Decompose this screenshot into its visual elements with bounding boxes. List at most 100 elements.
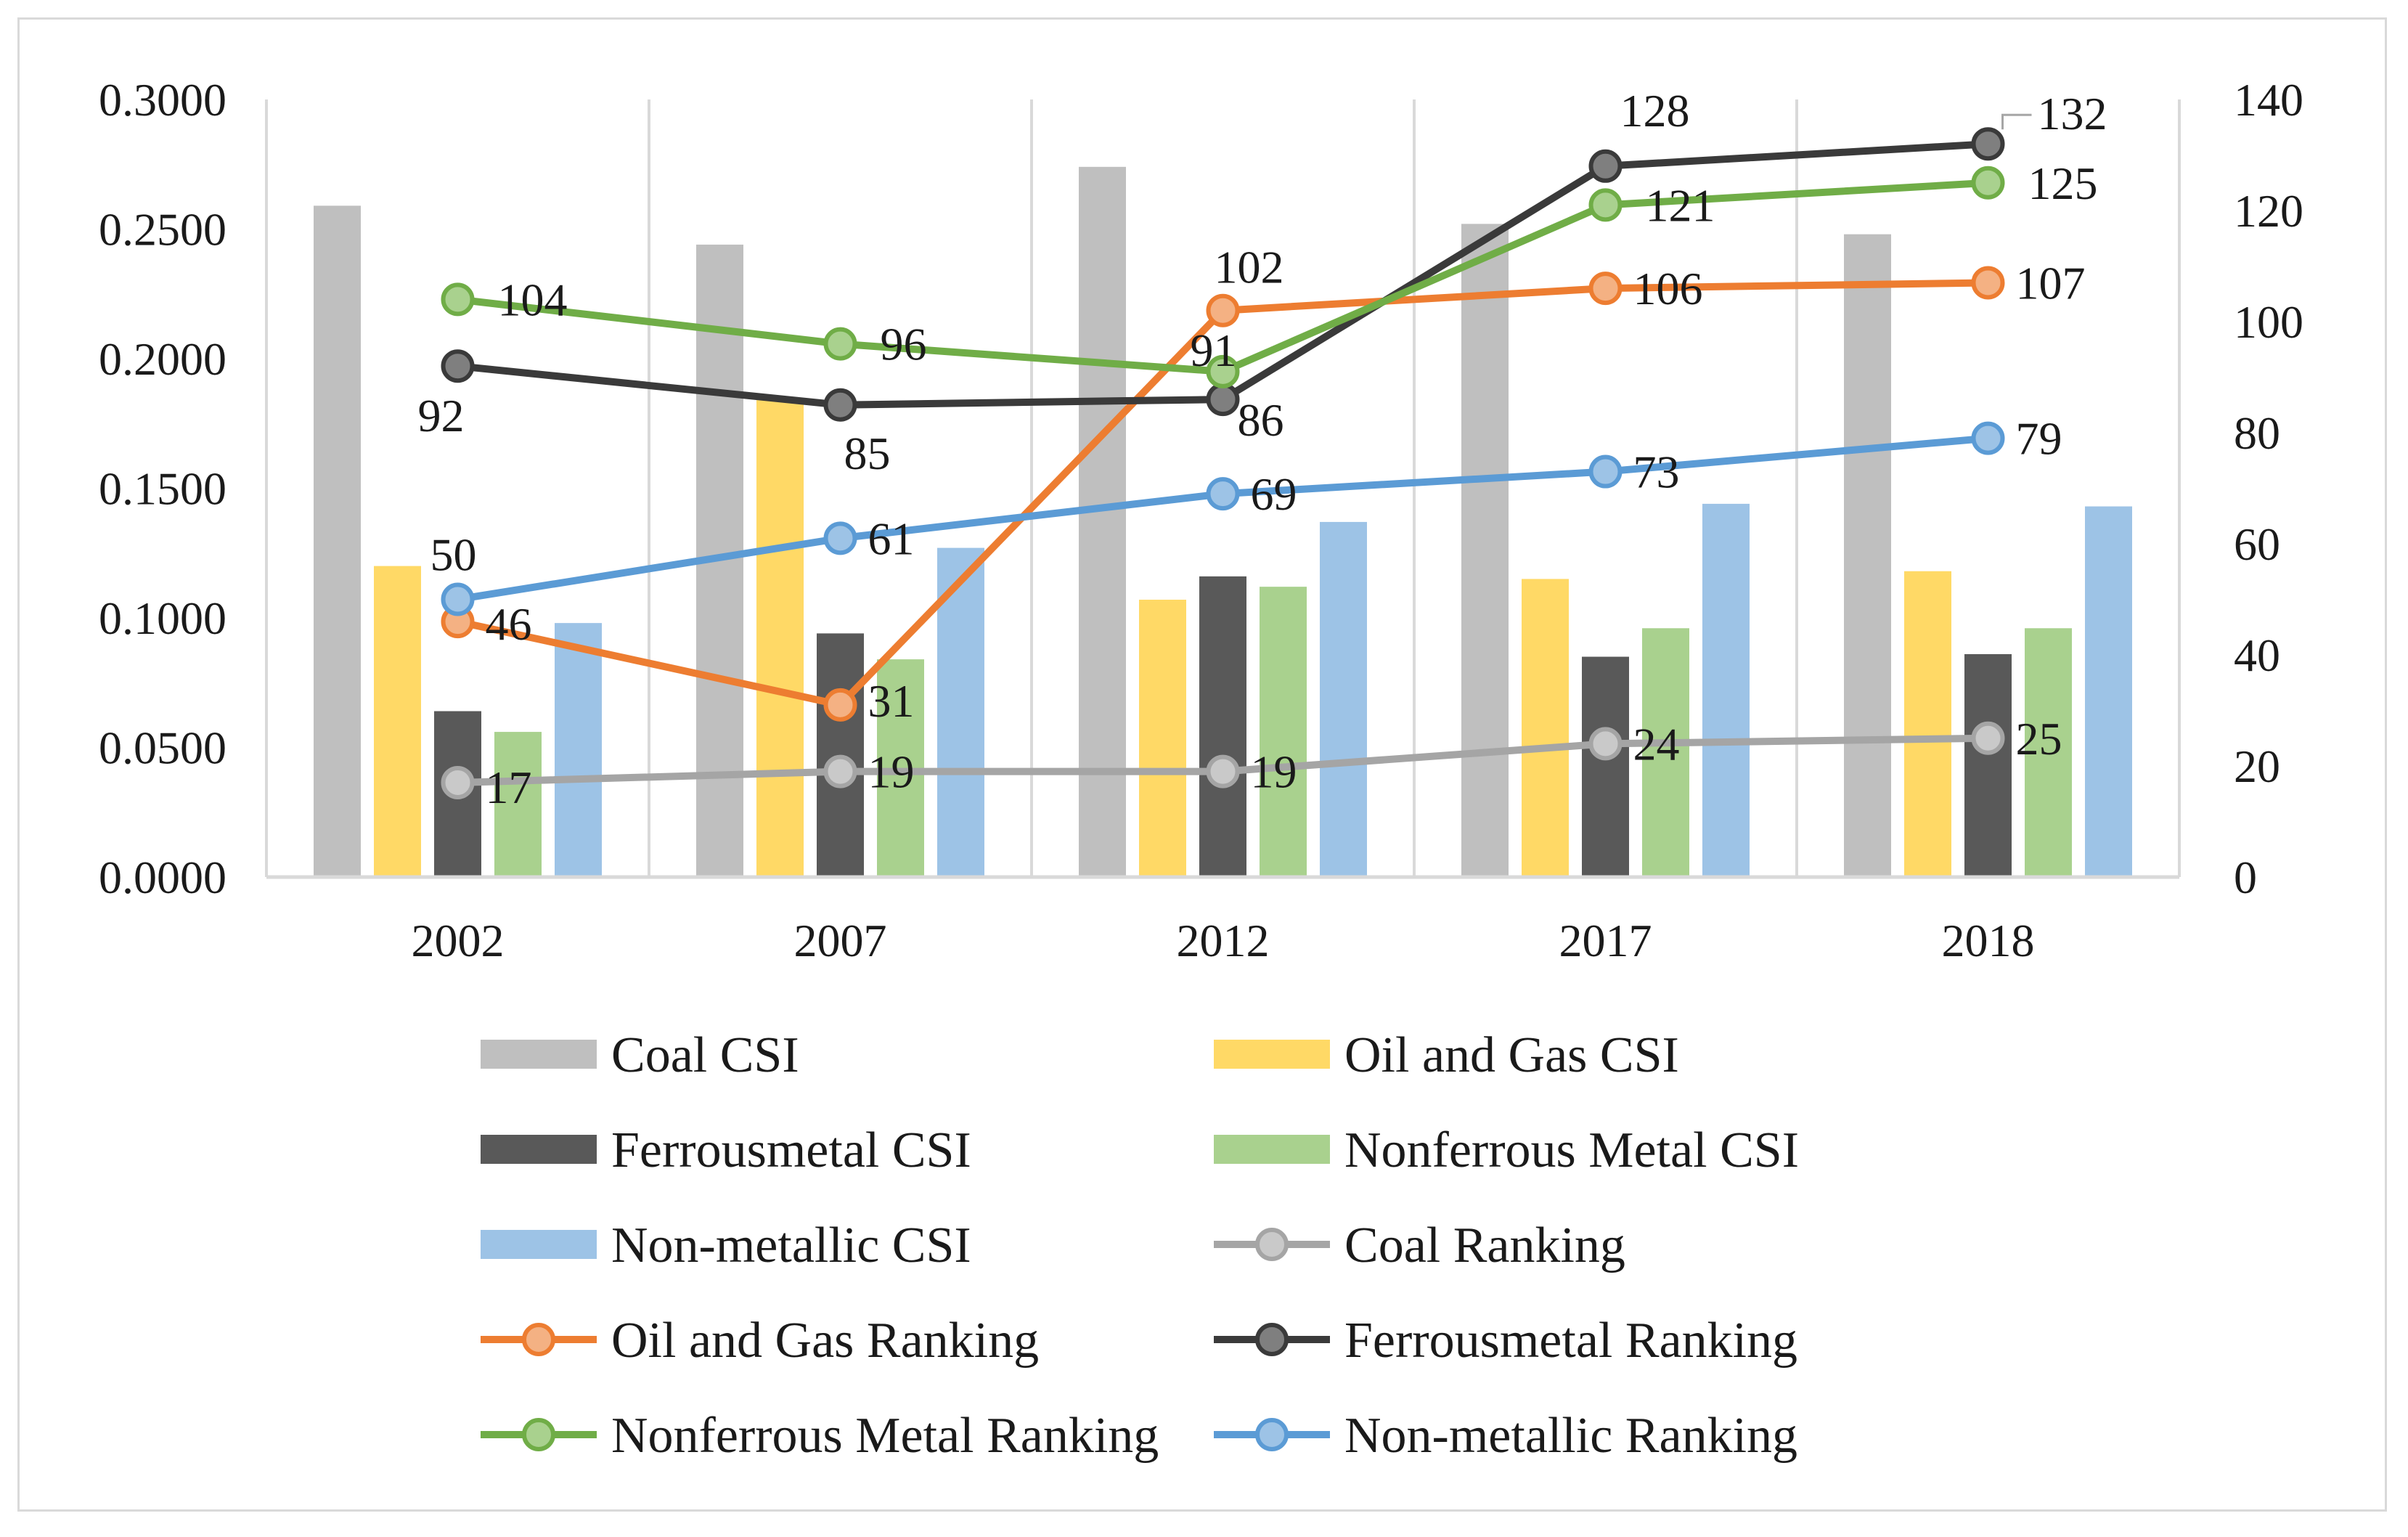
line-marker: [1588, 272, 1623, 306]
legend-label: Nonferrous Metal Ranking: [611, 1408, 1159, 1464]
data-label: 128: [1620, 85, 1690, 136]
legend-swatch: [481, 1040, 597, 1069]
bar: [1260, 587, 1307, 877]
legend-item: Coal CSI: [481, 1027, 799, 1083]
left-axis-tick-label: 0.3000: [99, 74, 226, 126]
line-marker: [823, 327, 857, 361]
data-label: 92: [418, 390, 465, 441]
legend-swatch: [1214, 1135, 1330, 1164]
line-marker: [1971, 421, 2005, 455]
bar: [1844, 234, 1891, 877]
legend-label: Ferrousmetal Ranking: [1344, 1313, 1797, 1369]
bar: [374, 566, 421, 877]
line-marker: [1206, 383, 1240, 417]
legend-label: Coal CSI: [611, 1027, 799, 1083]
legend-item: Non-metallic Ranking: [1214, 1408, 1797, 1464]
chart-frame: 17 19 19 24 25 46 31 102 106 107 92 85 86 128 132 104 96…: [17, 17, 2387, 1512]
right-axis-tick-label: 20: [2234, 741, 2280, 792]
bar: [1461, 224, 1509, 877]
data-label: 106: [1633, 263, 1703, 314]
data-label: 19: [1251, 746, 1297, 798]
bar: [1079, 166, 1126, 877]
line-marker: [1206, 477, 1240, 511]
legend-label: Coal Ranking: [1344, 1218, 1625, 1273]
line-marker: [1206, 293, 1240, 327]
x-axis-category-label: 2012: [1177, 915, 1270, 966]
legend-marker: [1255, 1323, 1289, 1356]
right-axis-tick-label: 60: [2234, 518, 2280, 570]
bar: [1904, 571, 1951, 877]
data-label: 73: [1633, 447, 1680, 498]
line-marker: [1588, 727, 1623, 761]
legend-swatch: [481, 1135, 597, 1164]
line-marker: [1971, 721, 2005, 755]
bars-layer: [314, 166, 2132, 877]
data-label: 107: [2016, 257, 2086, 309]
data-label: 79: [2016, 413, 2062, 465]
line-marker: [441, 582, 475, 616]
data-label: 31: [868, 675, 915, 727]
right-axis-tick-label: 40: [2234, 629, 2280, 681]
data-label: 91: [1191, 325, 1237, 376]
left-axis-tick-label: 0.0000: [99, 852, 226, 903]
legend-label: Non-metallic Ranking: [1344, 1408, 1797, 1464]
line-marker: [823, 388, 857, 422]
legend-label: Non-metallic CSI: [611, 1218, 971, 1273]
data-label: 61: [868, 513, 915, 564]
data-label: 102: [1215, 242, 1284, 293]
data-label: 104: [498, 274, 568, 325]
right-axis-tick-label: 140: [2234, 74, 2303, 126]
bar: [1964, 653, 2012, 877]
data-label: 125: [2028, 158, 2098, 209]
line-marker: [823, 688, 857, 722]
grid-layer: [265, 99, 2181, 877]
right-axis-tick-label: 100: [2234, 296, 2303, 348]
legend-marker: [1255, 1418, 1289, 1451]
data-label: 25: [2016, 713, 2062, 765]
x-axis-category-label: 2002: [412, 915, 505, 966]
data-label: 17: [486, 762, 532, 813]
lines-layer: [441, 127, 2005, 799]
line-marker: [441, 282, 475, 317]
left-axis-tick-label: 0.0500: [99, 722, 226, 774]
line-marker: [1588, 149, 1623, 183]
bar: [1199, 576, 1246, 877]
legend-item: Ferrousmetal Ranking: [1214, 1313, 1797, 1369]
line-marker: [1971, 166, 2005, 200]
line-marker: [823, 521, 857, 555]
bar: [937, 547, 984, 877]
legend-swatch: [1214, 1040, 1330, 1069]
legend-label: Nonferrous Metal CSI: [1344, 1122, 1799, 1178]
x-axis-category-label: 2018: [1942, 915, 2035, 966]
right-axis-tick-label: 120: [2234, 185, 2303, 237]
legend-item: Nonferrous Metal Ranking: [481, 1408, 1159, 1464]
legend-item: Coal Ranking: [1214, 1218, 1625, 1273]
bar: [2085, 506, 2132, 877]
line-marker: [1971, 266, 2005, 300]
series-line: [454, 434, 1992, 603]
legend-swatch: [481, 1230, 597, 1259]
line-marker: [1971, 127, 2005, 161]
right-axis-tick-label: 0: [2234, 852, 2257, 903]
left-axis-tick-label: 0.1500: [99, 463, 226, 515]
bar: [1522, 579, 1569, 877]
legend-label: Oil and Gas Ranking: [611, 1313, 1039, 1369]
data-label: 96: [881, 319, 927, 370]
bar: [2025, 628, 2072, 877]
line-marker: [441, 765, 475, 799]
data-label: 121: [1646, 179, 1715, 231]
data-label: 86: [1238, 394, 1284, 446]
line-marker: [823, 754, 857, 788]
legend-item: Oil and Gas CSI: [1214, 1027, 1679, 1083]
legend-item: Oil and Gas Ranking: [481, 1313, 1039, 1369]
legend: Coal CSI Oil and Gas CSI Ferrousmetal CSI N…: [481, 1027, 1799, 1464]
left-axis-tick-label: 0.1000: [99, 592, 226, 644]
axes-layer: 0.0000 0.0500 0.1000 0.1500 0.2000 0.2500 0.30…: [99, 74, 2303, 966]
legend-item: Nonferrous Metal CSI: [1214, 1122, 1799, 1178]
data-label: 50: [430, 529, 477, 581]
legend-item: Non-metallic CSI: [481, 1218, 971, 1273]
bar: [1642, 628, 1689, 877]
data-label: 85: [844, 428, 891, 479]
data-label: 132: [2038, 88, 2107, 139]
legend-item: Ferrousmetal CSI: [481, 1122, 971, 1178]
